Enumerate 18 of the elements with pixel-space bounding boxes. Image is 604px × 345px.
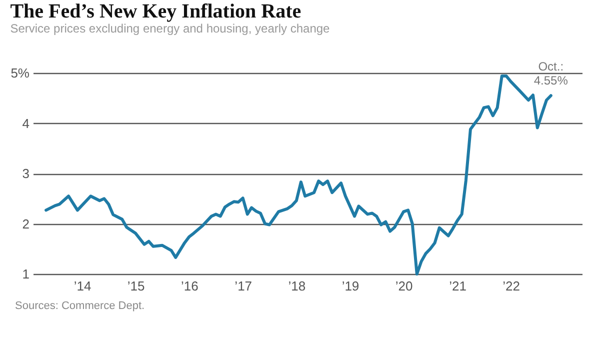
- y-tick-label: 3: [22, 166, 30, 181]
- x-tick-label: ’17: [234, 278, 252, 294]
- x-tick-label: ’16: [180, 278, 198, 294]
- chart-title: The Fed’s New Key Inflation Rate: [10, 0, 302, 23]
- y-tick-label: 4: [22, 116, 30, 131]
- x-tick-label: ’19: [342, 278, 360, 294]
- y-tick-label: 2: [22, 216, 30, 232]
- x-tick-label: ’18: [288, 278, 306, 294]
- x-tick-label: ’15: [127, 278, 145, 294]
- x-tick-label: ’21: [449, 278, 466, 294]
- y-tick-label: 1: [22, 266, 30, 282]
- x-tick-label: ’14: [74, 278, 92, 294]
- y-tick-label: 5%: [10, 66, 30, 80]
- chart-subtitle: Service prices excluding energy and housing, yearly change: [10, 22, 330, 36]
- x-tick-label: ’22: [502, 278, 520, 294]
- annotation: Oct.: 4.55%: [534, 60, 568, 88]
- x-tick-label: ’20: [395, 278, 413, 294]
- source-note: Sources: Commerce Dept.: [15, 300, 145, 312]
